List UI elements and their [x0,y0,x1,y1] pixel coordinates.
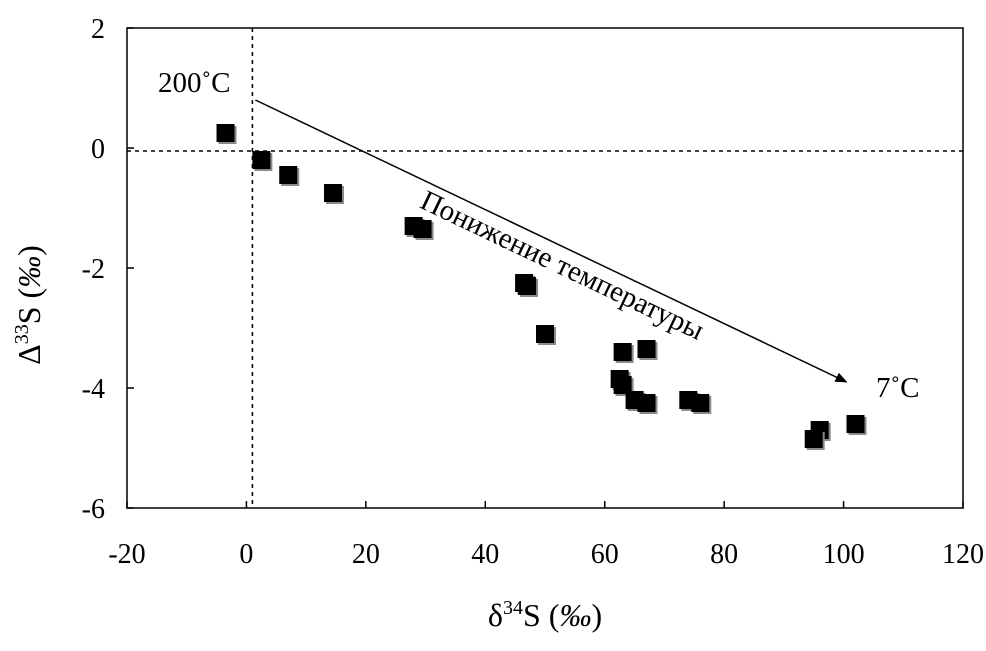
data-point [279,166,298,184]
data-point [252,151,271,169]
data-point [637,340,656,358]
y-tick-label: -2 [82,254,105,285]
data-point [691,394,710,412]
x-tick-label: 60 [591,539,619,570]
data-point [536,325,554,343]
data-point [413,220,432,238]
end-temperature-label: 7˚C [876,372,920,404]
x-tick-label: 0 [239,539,253,570]
x-tick-label: -20 [108,539,145,570]
x-tick-label: 20 [352,539,380,570]
data-point [846,415,865,433]
x-tick-label: 40 [471,539,499,570]
start-temperature-label: 200˚C [158,67,231,99]
data-point [613,376,632,394]
x-tick-label: 100 [823,539,865,570]
annotations: Понижение температуры 200˚C 7˚C [158,67,920,404]
data-points [216,124,867,450]
y-tick-label: 2 [91,14,105,45]
axis-labels: δ34S (‰) Δ33S (‰) [11,245,602,633]
data-point [518,277,537,295]
temperature-arrow [255,99,848,383]
data-point [637,394,656,412]
x-tick-label: 120 [942,539,984,570]
y-tick-label: -6 [82,494,105,525]
y-tick-label: -4 [82,374,105,405]
data-point [324,184,343,202]
arrow-label: Понижение температуры [415,184,708,346]
y-tick-label: 0 [91,134,105,165]
y-axis-title: Δ33S (‰) [11,245,47,365]
x-axis-title: δ34S (‰) [488,597,602,633]
axes: -20 0 20 40 60 80 100 120-6-4-202 [82,14,984,570]
data-point [216,124,235,142]
data-point [804,430,823,448]
data-point [613,343,632,361]
x-tick-label: 80 [710,539,738,570]
